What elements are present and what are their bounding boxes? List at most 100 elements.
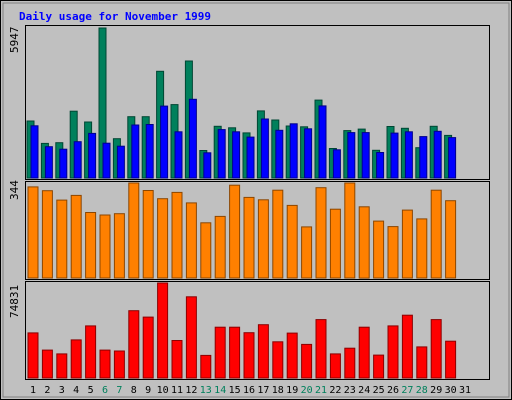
visits-bar-day-15 <box>229 184 241 279</box>
visits-bar-day-11 <box>171 191 183 279</box>
kbytes-bar-day-5 <box>85 325 97 379</box>
visits-bar-day-29 <box>430 189 442 279</box>
visits-bar-day-28 <box>416 218 428 279</box>
x-tick-label-day-26: 26 <box>387 385 399 396</box>
x-tick-label-day-4: 4 <box>73 385 79 396</box>
files-bar-day-9 <box>145 124 154 179</box>
files-bar-day-1 <box>30 125 39 179</box>
files-bar-day-28 <box>419 136 428 179</box>
kbytes-bar-day-4 <box>70 339 82 379</box>
files-bar-day-7 <box>116 145 125 179</box>
files-bar-day-16 <box>246 136 255 179</box>
x-tick-label-day-1: 1 <box>30 385 36 396</box>
kbytes-bar-day-23 <box>344 347 356 379</box>
x-tick-label-day-28: 28 <box>416 385 428 396</box>
kbytes-bar-day-30 <box>445 340 457 379</box>
visits-bar-day-6 <box>99 214 111 279</box>
visits-bar-day-8 <box>128 182 140 279</box>
x-tick-label-day-11: 11 <box>171 385 183 396</box>
visits-bar-day-7 <box>113 213 125 279</box>
kbytes-bar-day-1 <box>27 332 39 379</box>
x-tick-label-day-2: 2 <box>44 385 50 396</box>
kbytes-bar-day-24 <box>358 326 370 379</box>
visits-bar-day-3 <box>56 199 68 279</box>
kbytes-bar-day-19 <box>286 332 298 379</box>
visits-bar-day-5 <box>85 212 97 279</box>
visits-panel <box>25 181 490 280</box>
visits-bar-day-9 <box>142 190 154 279</box>
kbytes-bar-day-29 <box>430 319 442 379</box>
kbytes-bar-day-2 <box>41 349 53 379</box>
x-tick-label-day-14: 14 <box>214 385 226 396</box>
files-bar-day-25 <box>376 152 385 179</box>
files-bar-day-23 <box>347 132 356 179</box>
x-tick-label-day-30: 30 <box>445 385 457 396</box>
kbytes-bar-day-27 <box>401 314 413 379</box>
visits-bar-day-24 <box>358 206 370 279</box>
x-tick-label-day-22: 22 <box>329 385 341 396</box>
x-tick-label-day-24: 24 <box>358 385 370 396</box>
x-tick-label-day-31: 31 <box>459 385 471 396</box>
kbytes-bar-day-21 <box>315 319 327 379</box>
visits-bar-day-13 <box>200 222 212 279</box>
files-bar-day-18 <box>275 129 284 179</box>
visits-bar-day-19 <box>286 204 298 279</box>
files-bar-day-30 <box>448 137 457 179</box>
kbytes-bar-day-11 <box>171 340 183 379</box>
x-tick-label-day-16: 16 <box>243 385 255 396</box>
kbytes-bar-day-9 <box>142 316 154 379</box>
visits-bar-day-25 <box>373 220 385 279</box>
files-bar-day-21 <box>318 105 327 179</box>
visits-bar-day-12 <box>185 202 197 279</box>
x-tick-label-day-7: 7 <box>116 385 122 396</box>
kbytes-bar-day-25 <box>373 354 385 379</box>
kbytes-bar-day-7 <box>113 350 125 379</box>
files-bar-day-27 <box>404 131 413 179</box>
files-bar-day-5 <box>88 132 97 179</box>
x-tick-label-day-19: 19 <box>286 385 298 396</box>
x-tick-label-day-21: 21 <box>315 385 327 396</box>
x-tick-label-day-5: 5 <box>88 385 94 396</box>
x-tick-label-day-27: 27 <box>401 385 413 396</box>
visits-bar-day-27 <box>401 209 413 279</box>
x-tick-label-day-29: 29 <box>430 385 442 396</box>
files-bar-day-29 <box>433 130 442 179</box>
kbytes-bar-day-6 <box>99 349 111 379</box>
kbytes-bar-day-10 <box>157 282 169 379</box>
files-bar-day-17 <box>260 118 269 179</box>
visits-bar-day-16 <box>243 196 255 279</box>
traffic-panel <box>25 281 490 380</box>
files-bar-day-6 <box>102 142 111 179</box>
kbytes-bar-day-20 <box>301 343 313 379</box>
files-bar-day-2 <box>44 146 53 179</box>
x-tick-label-day-12: 12 <box>185 385 197 396</box>
visits-bar-day-20 <box>301 226 313 279</box>
hits-ymax-label: 5947 <box>8 27 21 54</box>
files-bar-day-20 <box>304 128 313 179</box>
files-bar-day-11 <box>174 131 183 179</box>
files-bar-day-8 <box>131 124 140 179</box>
kbytes-bar-day-18 <box>272 341 284 379</box>
kbytes-bar-day-3 <box>56 353 68 379</box>
files-bar-day-13 <box>203 152 212 179</box>
x-tick-label-day-13: 13 <box>200 385 212 396</box>
files-bar-day-4 <box>73 141 82 179</box>
x-axis-labels: 1 2 3 4 5 6 7 8 9 10 11 12 13 14 15 16 17 18 19 20 21 22 23 24 2… <box>30 385 471 396</box>
files-bar-day-3 <box>59 148 68 179</box>
files-bar-day-15 <box>232 131 241 179</box>
visits-bar-day-22 <box>329 208 341 279</box>
visits-bar-day-10 <box>157 198 169 279</box>
visits-bar-day-26 <box>387 226 399 279</box>
kbytes-bar-day-13 <box>200 354 212 379</box>
visits-bar-day-18 <box>272 189 284 279</box>
visits-bar-day-17 <box>257 199 269 279</box>
x-tick-label-day-23: 23 <box>344 385 356 396</box>
visits-bar-day-2 <box>41 190 53 279</box>
kbytes-bar-day-22 <box>329 353 341 379</box>
kbytes-bar-day-16 <box>243 332 255 379</box>
x-tick-label-day-15: 15 <box>229 385 241 396</box>
files-bar-day-10 <box>160 105 169 179</box>
x-tick-label-day-8: 8 <box>131 385 137 396</box>
